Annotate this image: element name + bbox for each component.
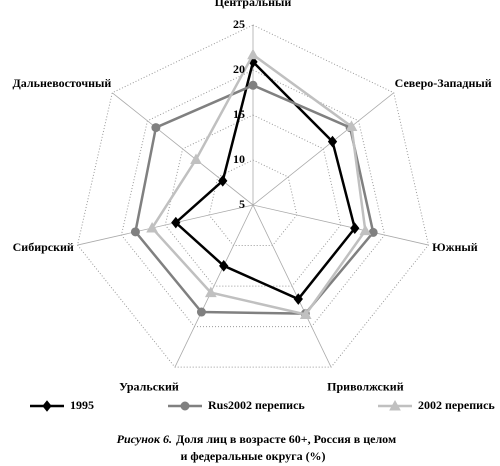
legend-marker — [389, 399, 401, 411]
marker — [219, 260, 229, 272]
grid-line — [164, 114, 342, 287]
marker — [345, 120, 358, 131]
marker — [146, 222, 158, 233]
marker — [248, 80, 258, 90]
y-tick-label: 5 — [239, 197, 245, 211]
spoke — [174, 204, 254, 368]
marker — [327, 135, 338, 148]
category-label: Сибирский — [13, 240, 74, 254]
marker — [171, 216, 181, 229]
legend-marker — [42, 400, 52, 412]
legend-label: Rus2002 перепись — [208, 398, 305, 412]
spoke — [77, 204, 254, 246]
category-label: Дальневосточный — [13, 76, 112, 90]
marker — [204, 286, 217, 298]
chart-title: и федеральные округа (%) — [180, 449, 325, 463]
chart-title: Доля лиц в возрасте 60+, Россия в целом — [176, 432, 396, 446]
caption-prefix: Рисунок 6. — [117, 432, 172, 446]
spoke — [252, 204, 429, 246]
marker — [247, 48, 259, 60]
category-label: Южный — [432, 240, 478, 254]
marker — [368, 227, 378, 237]
y-tick-label: 25 — [233, 17, 245, 31]
spoke — [112, 92, 254, 206]
grid-line — [208, 159, 298, 247]
series-line — [173, 59, 357, 301]
category-label: Центральный — [215, 0, 292, 9]
series-line — [150, 52, 367, 316]
spoke — [252, 204, 332, 368]
legend-label: 1995 — [70, 398, 94, 412]
spoke — [252, 92, 394, 206]
y-tick-label: 15 — [233, 107, 245, 121]
legend-marker — [180, 401, 190, 411]
marker — [218, 175, 228, 187]
marker — [190, 153, 202, 165]
y-tick-label: 10 — [233, 152, 245, 166]
marker — [196, 307, 206, 317]
marker — [151, 123, 161, 133]
marker — [350, 222, 360, 235]
category-label: Северо-Западный — [395, 76, 492, 90]
category-label: Приволжский — [327, 380, 404, 394]
marker — [293, 293, 303, 305]
legend-label: 2002 перепись — [418, 398, 495, 412]
marker — [130, 227, 140, 237]
marker — [359, 224, 372, 236]
grid-line — [76, 24, 430, 368]
marker — [299, 308, 312, 319]
category-label: Уральский — [119, 380, 179, 394]
y-tick-label: 20 — [233, 62, 245, 76]
